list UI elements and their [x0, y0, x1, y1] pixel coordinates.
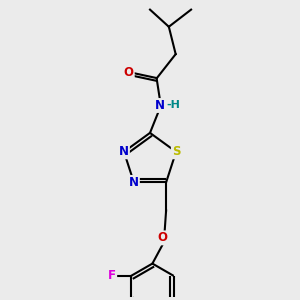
Text: N: N: [129, 176, 139, 189]
Text: N: N: [119, 145, 129, 158]
Text: F: F: [108, 269, 116, 282]
Text: N: N: [155, 99, 165, 112]
Text: O: O: [124, 67, 134, 80]
Text: -H: -H: [166, 100, 180, 110]
Text: S: S: [172, 145, 180, 158]
Text: O: O: [158, 231, 168, 244]
